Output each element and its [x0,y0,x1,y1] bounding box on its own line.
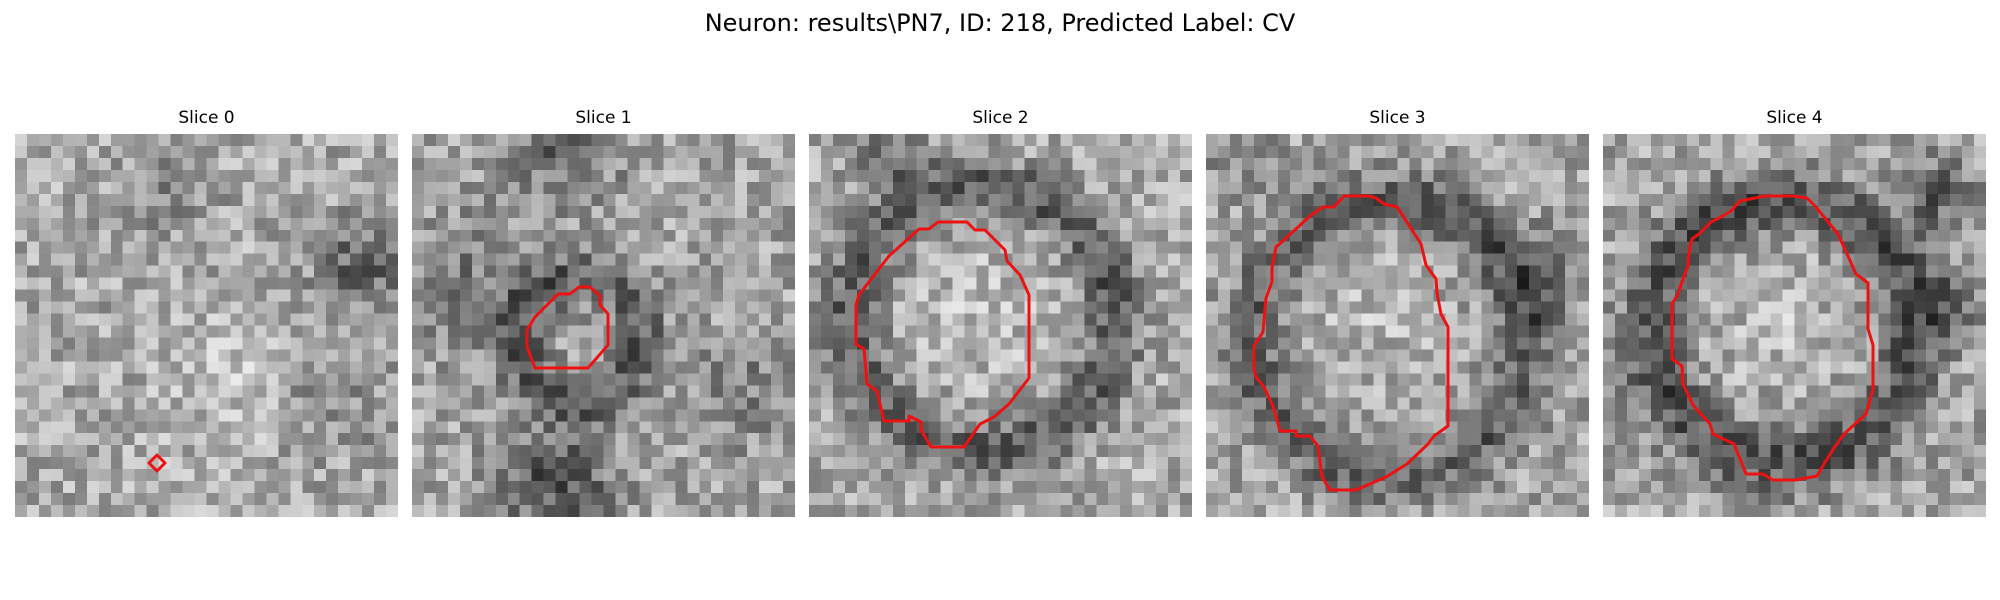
slice-panel-4: Slice 4 [1603,107,1986,517]
slice-panel-0: Slice 0 [15,107,398,517]
slice-image [412,134,795,517]
slice-image [1206,134,1589,517]
slice-title: Slice 3 [1369,108,1426,128]
contour-line [147,453,167,473]
contour-line [1670,194,1875,482]
contour-overlay [854,220,1031,449]
slice-title: Slice 2 [972,108,1029,128]
slice-panel-2: Slice 2 [809,107,1192,517]
contour-line [525,285,610,370]
slice-title: Slice 1 [575,108,632,128]
figure-title: Neuron: results\PN7, ID: 218, Predicted … [704,9,1296,37]
grayscale-image [412,134,795,517]
grayscale-image [809,134,1192,517]
contour-overlay [525,285,610,370]
slice-image [15,134,398,517]
slice-image [809,134,1192,517]
slice-panel-1: Slice 1 [412,107,795,517]
contour-line [854,220,1031,449]
grayscale-image [15,134,398,517]
slice-title: Slice 0 [178,108,235,128]
slice-panel-3: Slice 3 [1206,107,1589,517]
grayscale-image [1206,134,1589,517]
contour-overlay [1252,194,1450,492]
contour-overlay [1670,194,1875,482]
contour-overlay [147,453,167,473]
grayscale-image [1603,134,1986,517]
contour-line [1252,194,1450,492]
slice-title: Slice 4 [1766,108,1823,128]
slice-image [1603,134,1986,517]
